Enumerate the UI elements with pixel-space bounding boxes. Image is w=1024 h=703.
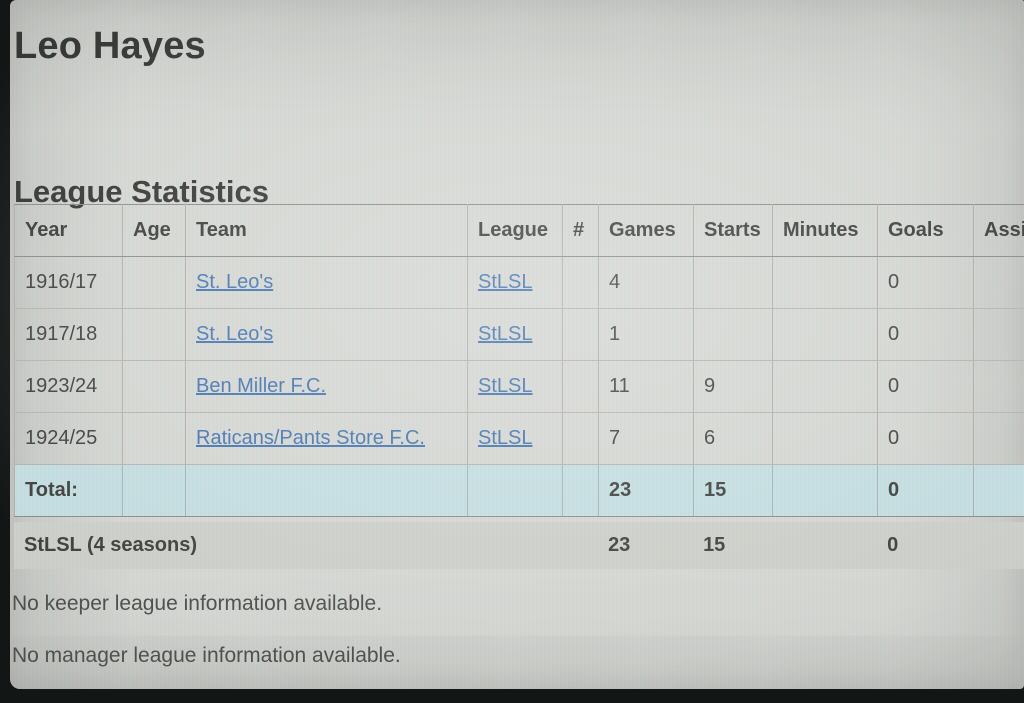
table-row: 1917/18 St. Leo's StLSL 1 0 (14, 308, 1024, 361)
starts-cell (693, 256, 773, 309)
league-summary-viewport: StLSL (4 seasons) 23 15 0 (14, 522, 1024, 569)
team-cell: St. Leo's (185, 256, 468, 309)
column-header-league: League (467, 204, 563, 257)
number-cell (562, 256, 599, 309)
summary-assists (973, 522, 1024, 569)
team-cell: St. Leo's (185, 308, 468, 361)
no-keeper-info-text: No keeper league information available. (12, 592, 383, 615)
assists-cell (973, 308, 1024, 361)
number-cell (562, 412, 599, 465)
league-cell: StLSL (467, 412, 563, 465)
team-link[interactable]: St. Leo's (196, 323, 274, 345)
summary-minutes (772, 522, 878, 569)
column-header-year: Year (14, 204, 123, 257)
number-cell (562, 360, 599, 413)
table-header-row: Year Age Team League # Games Starts Minu… (14, 204, 1024, 257)
number-cell (562, 464, 599, 517)
minutes-cell (772, 308, 878, 361)
goals-cell: 0 (877, 256, 974, 309)
no-manager-info-text: No manager league information available. (12, 644, 401, 667)
page-title: Leo Hayes (14, 25, 206, 68)
league-summary: StLSL (4 seasons) 23 15 0 (14, 522, 1024, 569)
team-link[interactable]: Ben Miller F.C. (196, 375, 327, 397)
age-cell (122, 256, 186, 309)
age-cell (122, 360, 186, 413)
age-cell (122, 308, 186, 361)
league-statistics-heading: League Statistics (14, 173, 269, 209)
total-label: Total: (14, 464, 123, 517)
assists-cell (973, 360, 1024, 413)
total-starts: 15 (693, 464, 773, 517)
number-cell (562, 308, 599, 361)
assists-cell (973, 256, 1024, 309)
year-cell: 1924/25 (14, 412, 123, 465)
team-link[interactable]: St. Leo's (196, 271, 274, 293)
games-cell: 7 (598, 412, 694, 465)
total-minutes (772, 464, 878, 517)
column-header-assists: Assists (973, 204, 1024, 257)
age-cell (122, 412, 186, 465)
year-cell: 1923/24 (14, 360, 123, 413)
column-header-team: Team (185, 204, 468, 257)
starts-cell: 6 (693, 412, 773, 465)
table-row: 1923/24 Ben Miller F.C. StLSL 11 9 0 (14, 360, 1024, 413)
minutes-cell (772, 412, 878, 465)
league-cell: StLSL (467, 256, 563, 309)
team-cell: Ben Miller F.C. (185, 360, 468, 413)
year-cell: 1916/17 (14, 256, 123, 309)
goals-cell: 0 (877, 308, 974, 361)
league-cell (467, 464, 563, 517)
league-link[interactable]: StLSL (478, 323, 533, 345)
total-row: Total: 23 15 0 (14, 464, 1024, 517)
league-stats-table: Year Age Team League # Games Starts Minu… (14, 204, 1024, 517)
column-header-age: Age (122, 204, 186, 257)
minutes-cell (772, 360, 878, 413)
summary-goals: 0 (877, 522, 974, 569)
games-cell: 4 (598, 256, 694, 309)
year-cell: 1917/18 (14, 308, 123, 361)
starts-cell: 9 (693, 360, 773, 413)
column-header-games: Games (598, 204, 694, 257)
goals-cell: 0 (877, 412, 974, 465)
team-cell: Raticans/Pants Store F.C. (185, 412, 468, 465)
league-summary-label: StLSL (4 seasons) (14, 522, 599, 569)
total-assists (973, 464, 1024, 517)
starts-cell (693, 308, 773, 361)
column-header-number: # (562, 204, 599, 257)
column-header-goals: Goals (877, 204, 974, 257)
league-cell: StLSL (467, 360, 563, 413)
league-link[interactable]: StLSL (478, 375, 533, 397)
assists-cell (973, 412, 1024, 465)
league-link[interactable]: StLSL (478, 271, 533, 293)
games-cell: 1 (598, 308, 694, 361)
column-header-starts: Starts (693, 204, 773, 257)
summary-starts: 15 (693, 522, 773, 569)
team-link[interactable]: Raticans/Pants Store F.C. (196, 427, 425, 449)
minutes-cell (772, 256, 878, 309)
team-cell (185, 464, 468, 517)
league-cell: StLSL (467, 308, 563, 361)
table-row: 1916/17 St. Leo's StLSL 4 0 (14, 256, 1024, 309)
age-cell (122, 464, 186, 517)
summary-games: 23 (598, 522, 694, 569)
column-header-minutes: Minutes (772, 204, 878, 257)
total-games: 23 (598, 464, 694, 517)
league-stats-table-viewport: Year Age Team League # Games Starts Minu… (14, 204, 1024, 517)
table-row: 1924/25 Raticans/Pants Store F.C. StLSL … (14, 412, 1024, 465)
games-cell: 11 (598, 360, 694, 413)
browser-page: Leo Hayes League Statistics Year Age Tea… (10, 0, 1024, 689)
goals-cell: 0 (877, 360, 974, 413)
league-link[interactable]: StLSL (478, 427, 533, 449)
league-summary-row: StLSL (4 seasons) 23 15 0 (14, 522, 1024, 569)
total-goals: 0 (877, 464, 974, 517)
